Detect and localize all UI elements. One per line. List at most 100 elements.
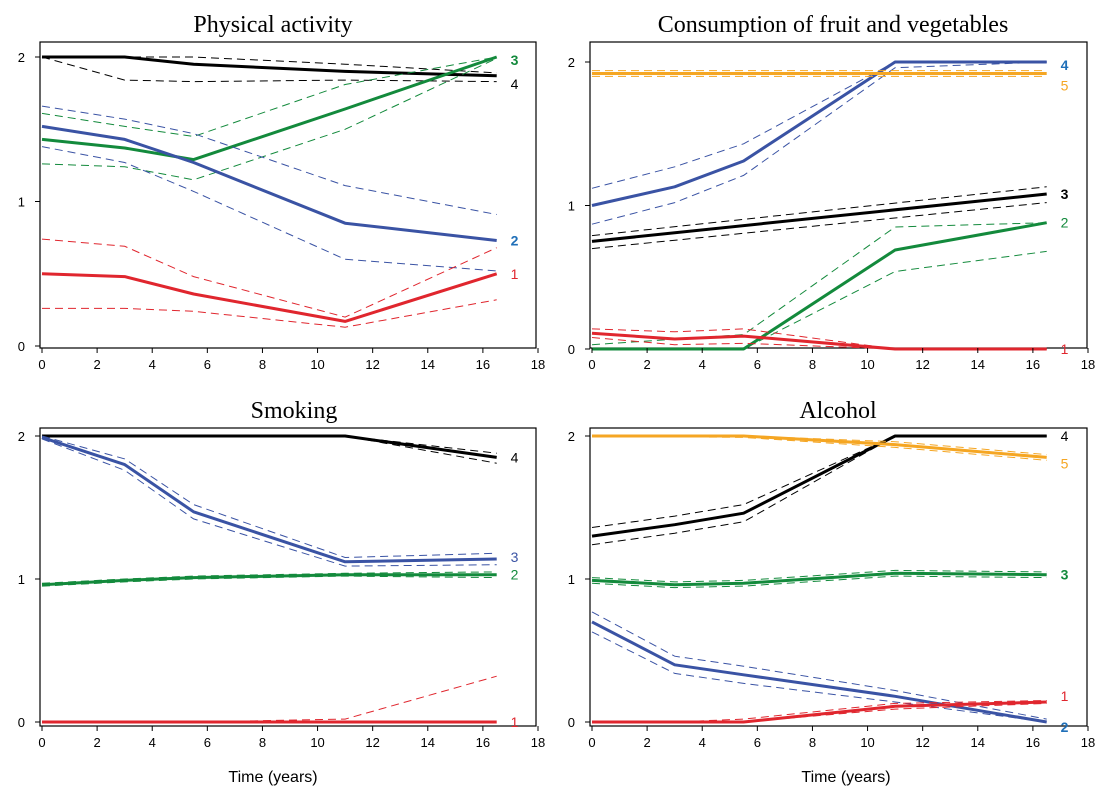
series-label: 1 [1061, 688, 1069, 704]
plot-area: 4 5 3 2 1 [591, 57, 1069, 357]
series-upper-bound-line [591, 61, 1047, 189]
x-tick-label: 8 [809, 357, 816, 372]
x-tick-label: 18 [1081, 735, 1095, 750]
series-line [42, 55, 497, 78]
plot-area: 4 5 3 2 1 [591, 428, 1069, 735]
y-tick-label: 1 [568, 199, 575, 214]
x-tick-label: 6 [754, 357, 761, 372]
series-upper-bound-line [591, 569, 1047, 583]
series-line [41, 55, 498, 162]
x-tick-label: 6 [204, 357, 211, 372]
y-tick-label: 0 [568, 715, 575, 730]
x-axis-label: Time (years) [801, 769, 890, 786]
series-lower-bound-line [41, 56, 497, 83]
y-tick-label: 0 [18, 715, 25, 730]
series-1: 1 [591, 328, 1069, 357]
x-tick-label: 0 [588, 357, 595, 372]
series-line [592, 221, 1047, 351]
x-tick-label: 8 [809, 735, 816, 750]
series-label: 2 [511, 233, 519, 249]
series-3: 3 [41, 52, 519, 181]
x-tick-label: 14 [971, 735, 985, 750]
series-3: 3 [41, 435, 519, 567]
series-3: 3 [591, 567, 1069, 589]
series-line [592, 700, 1047, 724]
series-upper-bound-line [42, 56, 497, 74]
x-tick-label: 16 [1026, 357, 1040, 372]
series-label: 5 [1061, 77, 1069, 93]
series-line [42, 434, 497, 459]
y-tick-label: 2 [18, 50, 25, 65]
series-label: 3 [511, 549, 519, 565]
series-4: 4 [591, 57, 1069, 225]
x-tick-label: 14 [971, 357, 985, 372]
x-tick-label: 10 [310, 735, 324, 750]
series-lower-bound-line [41, 438, 497, 567]
y-tick-label: 0 [568, 342, 575, 357]
panel-title: Alcohol [799, 398, 877, 424]
series-label: 2 [1061, 719, 1069, 735]
x-tick-label: 12 [915, 735, 929, 750]
series-lower-bound-line [591, 435, 1047, 461]
series-1: 1 [41, 238, 519, 328]
series-upper-bound-line [591, 186, 1047, 237]
series-3: 3 [591, 186, 1069, 250]
series-4: 4 [591, 428, 1069, 546]
series-line [591, 620, 1047, 724]
x-tick-label: 2 [643, 357, 650, 372]
series-label: 4 [1061, 428, 1069, 444]
series-label: 4 [511, 76, 519, 92]
series-label: 2 [1061, 215, 1069, 231]
x-tick-label: 14 [421, 735, 435, 750]
y-tick-label: 1 [568, 572, 575, 587]
series-label: 4 [511, 449, 519, 465]
series-lower-bound-line [591, 631, 1047, 723]
series-line [41, 124, 497, 242]
series-2: 2 [591, 611, 1069, 735]
x-tick-label: 2 [93, 357, 100, 372]
x-tick-label: 12 [915, 357, 929, 372]
series-line [591, 571, 1047, 587]
series-2: 2 [41, 567, 519, 587]
panel-title: Smoking [251, 398, 338, 424]
series-label: 4 [1061, 57, 1069, 73]
x-tick-label: 8 [259, 357, 266, 372]
plot-area: 4 3 2 1 [41, 434, 519, 730]
series-label: 1 [511, 714, 519, 730]
series-upper-bound-line [41, 238, 497, 318]
x-tick-label: 0 [588, 735, 595, 750]
series-line [591, 60, 1047, 207]
x-tick-label: 16 [1026, 735, 1040, 750]
x-tick-label: 6 [204, 735, 211, 750]
x-tick-label: 12 [365, 735, 379, 750]
x-tick-label: 4 [149, 735, 156, 750]
x-tick-label: 12 [365, 357, 379, 372]
series-label: 3 [1061, 186, 1069, 202]
x-tick-label: 4 [149, 357, 156, 372]
plot-frame [39, 427, 537, 727]
x-tick-label: 4 [699, 735, 706, 750]
plot-frame [589, 427, 1088, 727]
series-upper-bound-line [42, 675, 497, 723]
series-line [591, 331, 1047, 351]
series-lower-bound-line [591, 61, 1047, 225]
x-tick-label: 0 [38, 357, 45, 372]
plot-area: 4 3 2 1 [41, 52, 519, 328]
series-line [591, 434, 1047, 538]
series-lower-bound-line [41, 146, 497, 272]
panel-title: Physical activity [193, 12, 352, 38]
series-line [592, 434, 1047, 459]
series-label: 3 [511, 52, 519, 68]
x-tick-label: 18 [531, 735, 545, 750]
series-lower-bound-line [592, 250, 1047, 350]
series-1: 1 [42, 675, 519, 730]
series-2: 2 [591, 215, 1069, 351]
series-line [41, 272, 498, 323]
x-tick-label: 6 [754, 735, 761, 750]
series-upper-bound-line [591, 435, 1047, 528]
series-5: 5 [591, 434, 1069, 471]
x-axis-label: Time (years) [228, 769, 317, 786]
x-tick-label: 2 [93, 735, 100, 750]
